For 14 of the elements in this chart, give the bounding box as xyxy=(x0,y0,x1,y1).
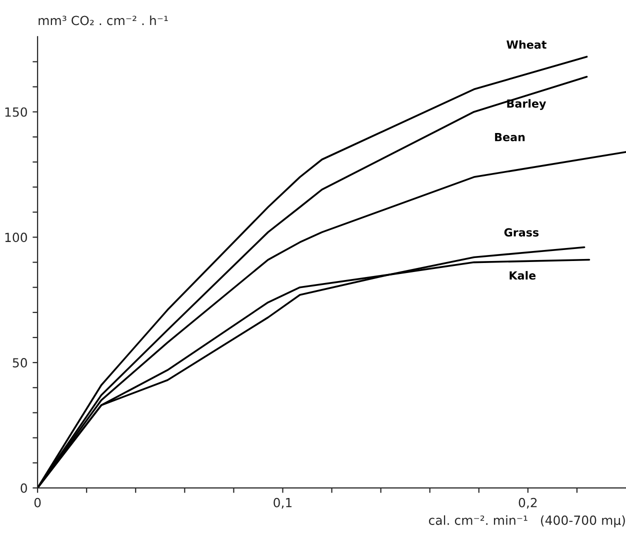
x-tick-label: 0,1 xyxy=(274,498,292,509)
x-tick-label: 0 xyxy=(34,498,41,508)
series-label: Grass xyxy=(504,228,539,237)
y-tick-label: 50 xyxy=(12,358,28,368)
y-axis-title: mm³ CO₂ . cm⁻² . h⁻¹ xyxy=(38,16,168,26)
x-axis-title: cal. cm⁻². min⁻¹ (400-700 mμ) xyxy=(428,515,625,528)
series-label: Kale xyxy=(510,271,536,280)
y-tick-label: 150 xyxy=(5,107,28,117)
text: Bean xyxy=(495,133,525,142)
series-label: Wheat xyxy=(506,40,546,49)
y-tick-label: 0 xyxy=(20,483,28,493)
x-tick-label: 0,2 xyxy=(518,498,537,509)
series-label: Barley xyxy=(507,99,546,110)
y-tick-label: 100 xyxy=(5,232,28,242)
